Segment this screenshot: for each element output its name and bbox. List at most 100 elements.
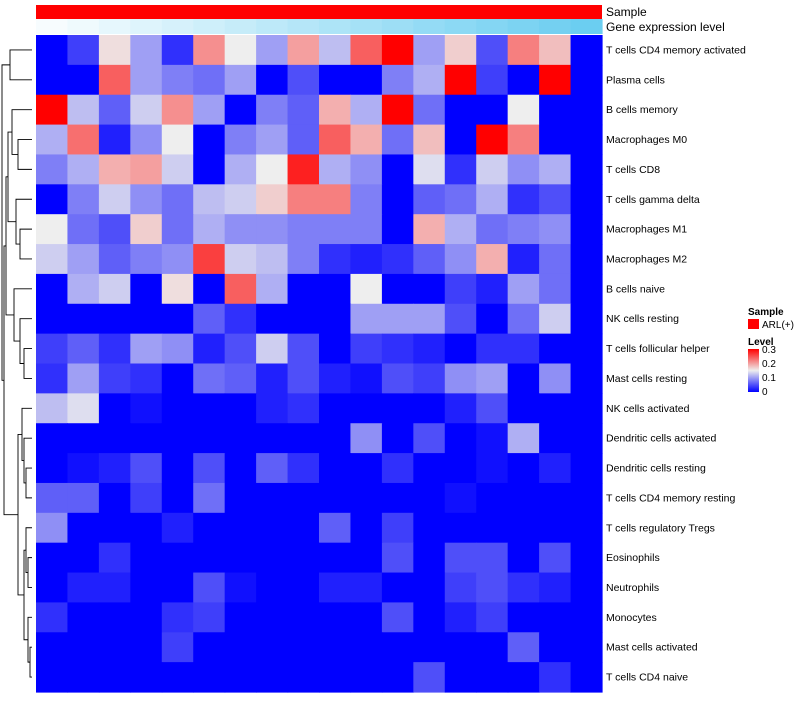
heatmap-cell (224, 453, 257, 484)
sample-annotation-bar (36, 5, 602, 19)
row-label: Plasma cells (606, 74, 665, 86)
heatmap-cell (444, 572, 477, 604)
heatmap-cell (539, 333, 572, 365)
heatmap-cell (287, 184, 320, 215)
heatmap-cell (381, 64, 414, 96)
row-label: T cells CD4 memory resting (606, 492, 735, 504)
heatmap-cell (476, 572, 509, 604)
heatmap-cell (98, 363, 131, 394)
heatmap-cell (36, 602, 69, 633)
heatmap-cell (570, 423, 603, 454)
heatmap-cell (539, 572, 572, 604)
heatmap-cell (507, 423, 540, 454)
heatmap-cell (476, 333, 509, 365)
heatmap-cell (256, 214, 289, 245)
heatmap-cell (507, 363, 540, 394)
heatmap-cell (130, 512, 163, 544)
heatmap-cell (67, 363, 100, 394)
gene-bar-cell (444, 19, 477, 34)
heatmap-cell (381, 512, 414, 544)
row-label: Neutrophils (606, 582, 659, 594)
heatmap-cell (161, 124, 194, 156)
heatmap-cell (256, 662, 289, 693)
heatmap-cell (193, 602, 226, 633)
heatmap-cell (98, 94, 131, 126)
dendrogram-branch (1, 64, 10, 381)
heatmap-cell (98, 512, 131, 544)
heatmap-cell (350, 273, 383, 305)
heatmap-cell (161, 64, 194, 96)
row-label: T cells gamma delta (606, 194, 700, 206)
heatmap-cell (444, 244, 477, 275)
heatmap-cell (161, 154, 194, 185)
heatmap-cell (570, 244, 603, 275)
heatmap-cell (507, 333, 540, 365)
heatmap-cell (570, 333, 603, 365)
heatmap-cell (413, 572, 446, 604)
heatmap-cell (476, 35, 509, 66)
heatmap-cell (507, 124, 540, 156)
heatmap-cell (67, 244, 100, 275)
heatmap-cell (570, 303, 603, 335)
heatmap-cell (350, 662, 383, 693)
heatmap-cell (319, 423, 352, 454)
dendrogram-branch (19, 318, 32, 364)
heatmap-cell (256, 363, 289, 394)
heatmap-cell (193, 363, 226, 394)
row-label: T cells CD8 (606, 164, 660, 176)
heatmap-cell (256, 35, 289, 66)
heatmap-cell (570, 94, 603, 126)
legend-level-tick-0: 0 (762, 387, 768, 398)
heatmap-cell (67, 393, 100, 424)
heatmap-cell (67, 184, 100, 215)
heatmap-cell (413, 214, 446, 245)
heatmap-cell (67, 214, 100, 245)
heatmap-cell (36, 244, 69, 275)
heatmap-cell (444, 423, 477, 454)
heatmap-cell (193, 244, 226, 275)
heatmap-cell (413, 154, 446, 185)
heatmap-cell (476, 542, 509, 574)
heatmap-cell (287, 154, 320, 185)
heatmap-cell (67, 542, 100, 574)
heatmap-cell (287, 35, 320, 66)
heatmap-cell (256, 482, 289, 514)
heatmap-cell (256, 94, 289, 126)
heatmap-cell (130, 632, 163, 663)
heatmap-cell (256, 303, 289, 335)
heatmap-cell (130, 423, 163, 454)
heatmap-cell (36, 333, 69, 365)
heatmap-cell (570, 64, 603, 96)
heatmap-cell (193, 542, 226, 574)
row-label: T cells CD4 naive (606, 672, 688, 684)
heatmap-cell (413, 393, 446, 424)
heatmap-cell (539, 602, 572, 633)
heatmap-cell (287, 632, 320, 663)
row-label: Macrophages M2 (606, 253, 687, 265)
heatmap-cell (161, 184, 194, 215)
row-label: T cells CD4 memory activated (606, 44, 746, 56)
heatmap-cell (98, 572, 131, 604)
heatmap-cell (381, 423, 414, 454)
heatmap-cell (256, 423, 289, 454)
heatmap-cell (444, 542, 477, 574)
row-label: Mast cells resting (606, 373, 687, 385)
heatmap-cell (36, 184, 69, 215)
heatmap-cell (570, 572, 603, 604)
heatmap-cell (224, 333, 257, 365)
heatmap-cell (539, 363, 572, 394)
heatmap-cell (539, 184, 572, 215)
heatmap-cell (444, 632, 477, 663)
heatmap-cell (287, 453, 320, 484)
heatmap-cell (36, 662, 69, 693)
heatmap-cell (161, 572, 194, 604)
dendrogram-branch (25, 527, 32, 573)
dendrogram-branch (17, 433, 24, 596)
heatmap-cell (67, 35, 100, 66)
heatmap-cell (476, 662, 509, 693)
heatmap-cell (287, 423, 320, 454)
heatmap-cell (319, 303, 352, 335)
heatmap-cell (476, 273, 509, 305)
heatmap-cell (256, 393, 289, 424)
heatmap-cell (381, 184, 414, 215)
